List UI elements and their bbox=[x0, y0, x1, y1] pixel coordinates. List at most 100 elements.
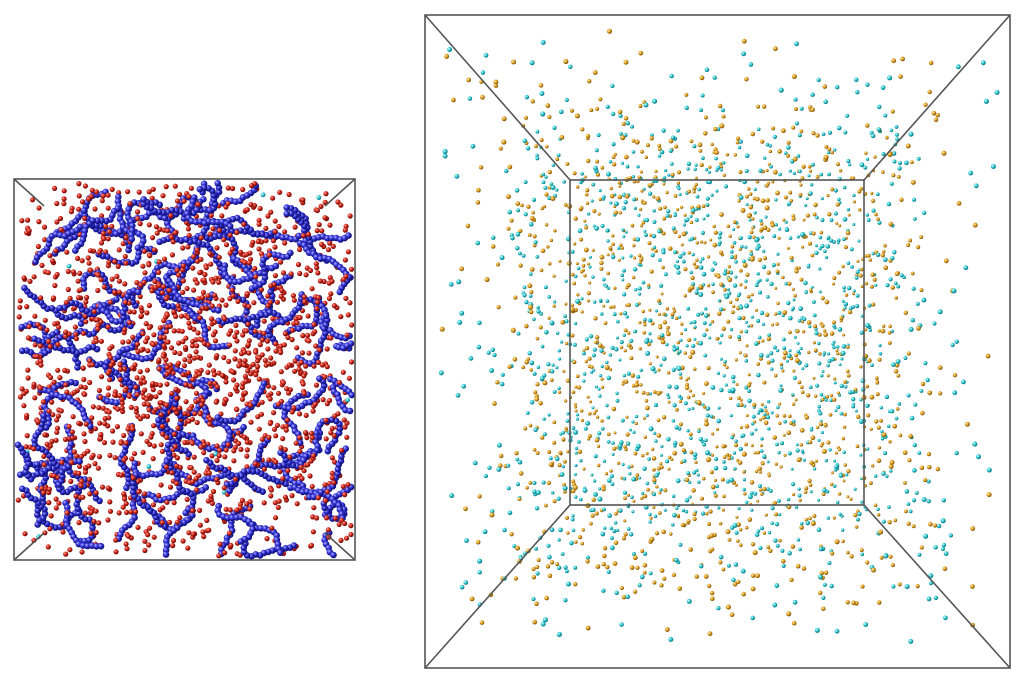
cyan-atom bbox=[724, 383, 728, 387]
red-atom bbox=[181, 198, 187, 204]
cyan-atom bbox=[634, 414, 639, 419]
orange-atom bbox=[747, 373, 751, 377]
red-atom bbox=[99, 198, 105, 204]
red-atom bbox=[322, 215, 328, 221]
red-atom bbox=[201, 534, 207, 540]
orange-atom bbox=[706, 255, 711, 259]
red-atom bbox=[346, 375, 352, 381]
red-atom bbox=[181, 363, 187, 369]
red-atom bbox=[100, 193, 106, 199]
cyan-atom bbox=[66, 263, 72, 269]
cyan-atom bbox=[849, 247, 854, 252]
cyan-atom bbox=[598, 373, 603, 378]
orange-atom bbox=[754, 308, 759, 312]
orange-atom bbox=[557, 390, 562, 394]
red-atom bbox=[231, 448, 237, 454]
red-atom bbox=[124, 509, 130, 515]
orange-atom bbox=[813, 324, 818, 329]
red-atom bbox=[303, 363, 309, 369]
red-atom bbox=[323, 417, 329, 423]
cyan-atom bbox=[629, 254, 633, 258]
red-atom bbox=[123, 260, 129, 266]
cyan-atom bbox=[621, 462, 625, 467]
red-atom bbox=[183, 399, 189, 405]
cyan-atom bbox=[564, 319, 569, 324]
red-atom bbox=[123, 501, 129, 507]
cyan-atom bbox=[723, 359, 727, 364]
red-atom bbox=[42, 317, 48, 323]
orange-atom bbox=[826, 440, 831, 445]
orange-atom bbox=[710, 453, 715, 457]
cyan-atom bbox=[763, 405, 767, 409]
red-atom bbox=[48, 513, 54, 519]
red-atom bbox=[252, 328, 258, 334]
red-atom bbox=[156, 269, 162, 275]
red-atom bbox=[145, 348, 151, 354]
red-atom bbox=[174, 480, 180, 486]
cyan-atom bbox=[699, 260, 703, 264]
orange-atom bbox=[882, 324, 886, 328]
red-atom bbox=[160, 431, 166, 437]
cyan-atom bbox=[736, 334, 742, 339]
orange-atom bbox=[744, 526, 749, 530]
orange-atom bbox=[638, 207, 643, 212]
orange-atom bbox=[868, 481, 873, 486]
orange-atom bbox=[761, 461, 765, 466]
cyan-atom bbox=[260, 192, 266, 198]
cyan-atom bbox=[581, 351, 586, 356]
cyan-atom bbox=[526, 411, 530, 415]
red-atom bbox=[280, 380, 286, 386]
blue-atom bbox=[345, 232, 352, 239]
orange-atom bbox=[770, 323, 775, 327]
red-atom bbox=[146, 262, 152, 268]
red-atom bbox=[113, 549, 119, 555]
red-atom bbox=[207, 421, 213, 427]
cyan-atom bbox=[826, 235, 831, 239]
cyan-atom bbox=[613, 521, 618, 525]
cyan-atom bbox=[532, 317, 536, 322]
red-atom bbox=[45, 270, 51, 276]
cyan-atom bbox=[633, 329, 637, 334]
red-atom bbox=[239, 497, 245, 503]
cyan-atom bbox=[744, 329, 749, 334]
orange-atom bbox=[599, 266, 604, 271]
red-atom bbox=[130, 334, 136, 340]
red-atom bbox=[49, 438, 55, 444]
red-atom bbox=[170, 239, 176, 245]
orange-atom bbox=[842, 479, 846, 483]
red-atom bbox=[307, 473, 313, 479]
orange-atom bbox=[725, 365, 729, 370]
red-atom bbox=[300, 333, 306, 339]
cyan-atom bbox=[622, 476, 627, 481]
red-atom bbox=[45, 544, 51, 550]
red-atom bbox=[117, 362, 123, 368]
red-atom bbox=[61, 196, 67, 202]
cyan-atom bbox=[702, 442, 707, 447]
red-atom bbox=[142, 270, 148, 276]
cyan-atom bbox=[702, 320, 707, 326]
cyan-atom bbox=[541, 172, 546, 177]
red-atom bbox=[25, 375, 31, 381]
red-atom bbox=[294, 320, 300, 326]
cyan-atom bbox=[692, 319, 697, 325]
red-atom bbox=[315, 295, 322, 301]
orange-atom bbox=[876, 217, 880, 221]
orange-atom bbox=[665, 306, 670, 311]
red-atom bbox=[135, 524, 141, 531]
red-atom bbox=[151, 332, 157, 338]
cyan-atom bbox=[790, 467, 794, 471]
blue-atom bbox=[214, 414, 221, 421]
red-atom bbox=[114, 424, 120, 430]
orange-atom bbox=[655, 355, 659, 359]
red-atom bbox=[206, 470, 212, 476]
red-atom bbox=[194, 419, 200, 426]
red-atom bbox=[194, 247, 200, 253]
cyan-atom bbox=[843, 130, 848, 135]
red-atom bbox=[118, 366, 124, 372]
red-atom bbox=[79, 549, 85, 555]
cyan-atom bbox=[754, 283, 759, 288]
cyan-atom bbox=[643, 229, 647, 233]
cyan-atom bbox=[611, 452, 615, 456]
orange-atom bbox=[723, 287, 727, 292]
orange-atom bbox=[614, 511, 618, 516]
